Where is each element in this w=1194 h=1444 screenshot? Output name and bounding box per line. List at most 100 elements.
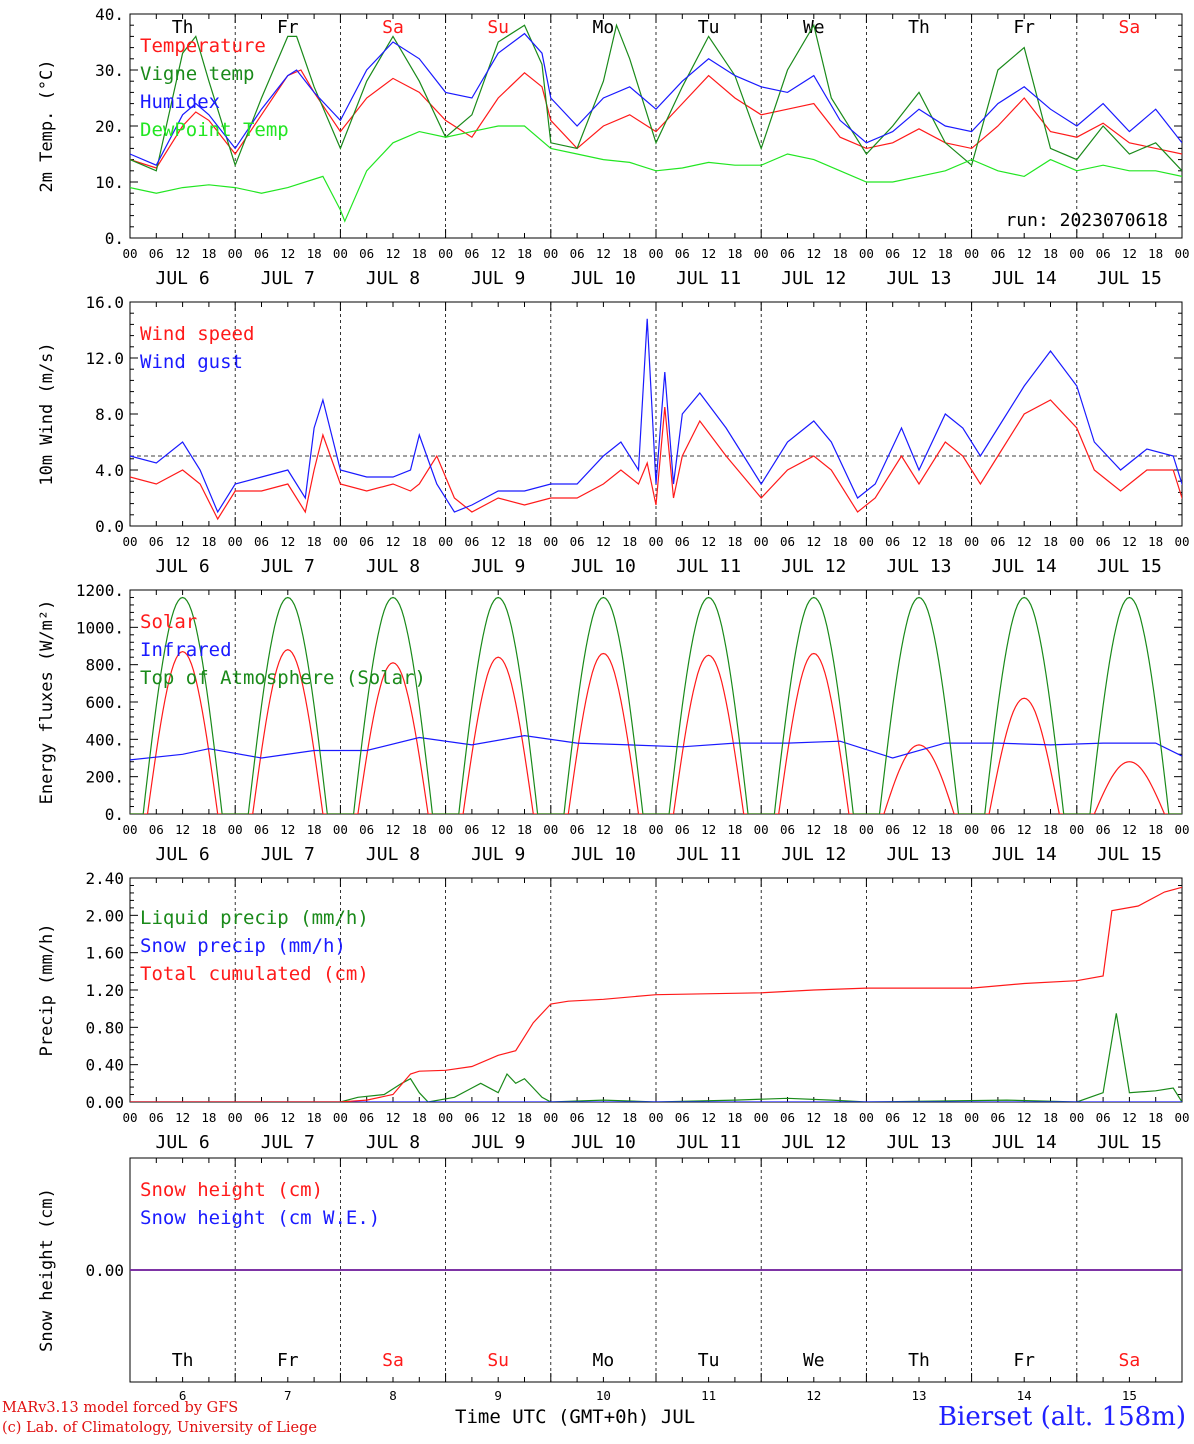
y-axis-title: 2m Temp. (°C) (37, 59, 57, 192)
hour-tick-label: 06 (149, 246, 164, 261)
hour-tick-label: 00 (648, 1110, 663, 1125)
hour-tick-label: 00 (1069, 1110, 1084, 1125)
weekday-label: Mo (593, 1350, 615, 1371)
hour-tick-label: 12 (701, 1110, 716, 1125)
hour-tick-label: 12 (175, 246, 190, 261)
y-tick-label: 200. (85, 768, 124, 787)
hour-tick-label: 06 (149, 534, 164, 549)
hour-tick-label: 12 (491, 534, 506, 549)
date-label: JUL 7 (261, 1132, 315, 1153)
y-tick-label: 20. (95, 117, 124, 136)
hour-tick-label: 06 (570, 246, 585, 261)
hour-tick-label: 12 (491, 822, 506, 837)
run-label: run: 2023070618 (1005, 210, 1168, 231)
legend-entry: Wind gust (140, 351, 243, 373)
weekday-label: Sa (1119, 17, 1141, 38)
date-label: JUL 12 (781, 844, 846, 865)
day-number-label: 12 (806, 1388, 821, 1403)
hour-tick-label: 12 (701, 822, 716, 837)
hour-tick-label: 18 (727, 1110, 742, 1125)
hour-tick-label: 06 (885, 1110, 900, 1125)
y-axis-title: Energy fluxes (W/m²) (37, 600, 57, 805)
y-tick-label: 800. (85, 656, 124, 675)
hour-tick-label: 18 (833, 822, 848, 837)
hour-tick-label: 12 (1122, 1110, 1137, 1125)
hour-tick-label: 00 (543, 1110, 558, 1125)
hour-tick-label: 00 (964, 246, 979, 261)
hour-tick-label: 06 (359, 1110, 374, 1125)
hour-tick-label: 12 (385, 246, 400, 261)
weekday-label: Fr (277, 1350, 299, 1371)
date-label: JUL 14 (992, 268, 1057, 289)
hour-tick-label: 06 (885, 534, 900, 549)
date-label: JUL 15 (1097, 844, 1162, 865)
weekday-label: Su (487, 17, 509, 38)
weekday-label: We (803, 1350, 825, 1371)
panel-5: 0.00 Snow height (cm) 6 7 8 9 10 11 12 13 14 15 Th Fr… (37, 1157, 1183, 1403)
hour-tick-label: 12 (491, 246, 506, 261)
hour-tick-label: 12 (385, 1110, 400, 1125)
hour-tick-label: 06 (464, 1110, 479, 1125)
hour-tick-label: 12 (806, 1110, 821, 1125)
hour-tick-label: 12 (806, 534, 821, 549)
hour-tick-label: 00 (648, 534, 663, 549)
day-number-label: 7 (284, 1388, 292, 1403)
hour-tick-label: 00 (228, 822, 243, 837)
hour-tick-label: 00 (754, 534, 769, 549)
hour-tick-label: 18 (938, 246, 953, 261)
legend-entry: Humidex (140, 91, 220, 113)
hour-tick-label: 18 (622, 822, 637, 837)
hour-tick-label: 12 (1122, 534, 1137, 549)
y-tick-label: 0.00 (85, 1093, 124, 1112)
y-tick-label: 2.40 (85, 869, 124, 888)
legend-entry: Solar (140, 611, 197, 633)
hour-tick-label: 00 (1174, 246, 1189, 261)
hour-tick-label: 12 (280, 534, 295, 549)
panel-1: 0. 10. 20. 30. 40. 2m Temp. (°C) 00 06 12 18 JUL 6… (37, 5, 1190, 289)
date-label: JUL 6 (156, 844, 210, 865)
hour-tick-label: 00 (648, 246, 663, 261)
hour-tick-label: 06 (990, 246, 1005, 261)
day-number-label: 8 (389, 1388, 397, 1403)
date-label: JUL 6 (156, 1132, 210, 1153)
hour-tick-label: 06 (780, 534, 795, 549)
weekday-label: Fr (1013, 1350, 1035, 1371)
hour-tick-label: 12 (175, 1110, 190, 1125)
day-number-label: 13 (911, 1388, 926, 1403)
y-tick-label: 400. (85, 730, 124, 749)
hour-tick-label: 00 (964, 1110, 979, 1125)
hour-tick-label: 00 (648, 822, 663, 837)
hour-tick-label: 12 (596, 822, 611, 837)
series-group (130, 318, 1182, 521)
panel-4: 0.00 0.40 0.80 1.20 1.60 2.00 2.40 Precip (mm/h… (37, 869, 1190, 1153)
hour-tick-label: 06 (1096, 822, 1111, 837)
weekday-label: Fr (277, 17, 299, 38)
day-number-label: 9 (494, 1388, 502, 1403)
weekday-label: Sa (1119, 1350, 1141, 1371)
credit-line-2: (c) Lab. of Climatology, University of L… (2, 1420, 317, 1436)
hour-tick-label: 06 (254, 246, 269, 261)
panel-frame (129, 589, 1183, 815)
panel-3: 0. 200. 400. 600. 800. 1000. 1200. Energy fluxe… (37, 581, 1190, 865)
date-label: JUL 11 (676, 268, 741, 289)
hour-tick-label: 18 (727, 822, 742, 837)
hour-tick-label: 06 (780, 246, 795, 261)
hour-tick-label: 06 (1096, 534, 1111, 549)
hour-tick-label: 18 (517, 246, 532, 261)
series-line-wind-gust (130, 318, 1182, 514)
legend-entry: Temperature (140, 35, 266, 57)
date-label: JUL 14 (992, 1132, 1057, 1153)
hour-tick-label: 12 (911, 822, 926, 837)
hour-tick-label: 18 (622, 246, 637, 261)
hour-tick-label: 12 (701, 246, 716, 261)
hour-tick-label: 12 (385, 534, 400, 549)
hour-tick-label: 12 (175, 822, 190, 837)
hour-tick-label: 00 (1069, 822, 1084, 837)
date-label: JUL 11 (676, 1132, 741, 1153)
hour-tick-label: 06 (885, 246, 900, 261)
legend-entry: Snow height (cm W.E.) (140, 1207, 380, 1229)
hour-tick-label: 00 (228, 246, 243, 261)
hour-tick-label: 12 (280, 246, 295, 261)
weekday-label: Th (908, 1350, 930, 1371)
